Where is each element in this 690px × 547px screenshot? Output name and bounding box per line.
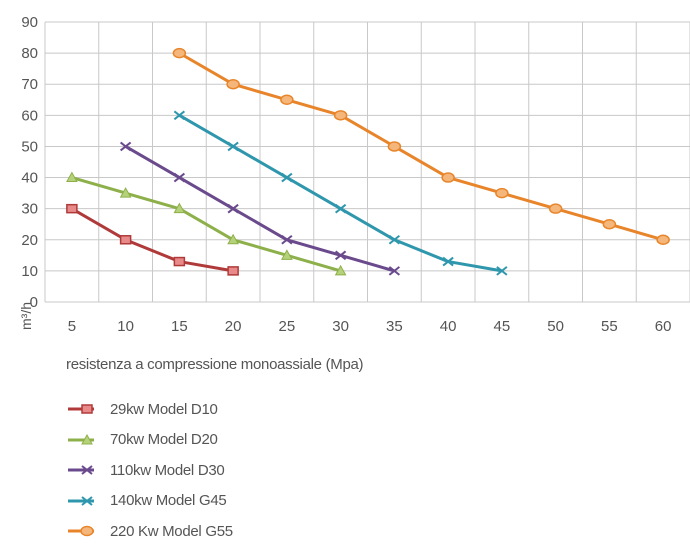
legend-swatch-2 [68,465,94,476]
point-4-6 [495,187,509,199]
point-0-3 [227,266,239,276]
x-tick-15: 15 [171,318,188,335]
point-1-0 [66,171,78,183]
point-1-3 [227,233,239,245]
y-axis-label: m³/h [18,302,34,330]
point-3-2 [281,172,293,183]
point-1-2 [173,202,186,214]
point-4-1 [226,78,240,90]
point-1-4 [281,249,293,260]
legend-swatch-0 [68,404,94,414]
x-tick-25: 25 [279,318,296,335]
series-layer [66,47,670,276]
point-3-1 [227,141,239,152]
series-line-1 [71,176,342,273]
y-tick-10: 10 [21,263,38,280]
point-4-3 [333,110,348,121]
x-tick-30: 30 [332,318,349,335]
point-2-4 [335,250,347,261]
legend-item-0: 29kw Model D10 [66,394,233,425]
legend-item-3: 140kw Model G45 [66,486,233,517]
point-3-4 [388,234,400,245]
legend-swatch-1 [68,433,94,445]
point-4-7 [548,203,563,214]
legend-label-0: 29kw Model D10 [110,400,218,418]
y-tick-60: 60 [21,107,38,124]
point-2-0 [120,141,132,152]
legend-label-2: 110kw Model D30 [110,461,225,479]
point-4-8 [602,218,617,230]
legend-item-4: 220 Kw Model G55 [66,516,233,547]
series-4 [172,47,670,246]
legend-swatch-4 [68,526,94,537]
x-tick-5: 5 [68,318,76,335]
series-2 [120,141,400,276]
point-4-2 [280,94,294,106]
y-tick-80: 80 [21,45,38,62]
legend-item-2: 110kw Model D30 [66,455,233,486]
y-tick-labels: 0 10 20 30 40 50 60 70 80 90 [21,14,38,311]
y-tick-30: 30 [21,201,38,218]
legend-label-4: 220 Kw Model G55 [110,522,233,540]
series-1 [66,171,347,276]
series-line-0 [71,207,234,273]
x-tick-55: 55 [601,318,618,335]
point-0-2 [173,256,186,267]
x-tick-50: 50 [547,318,564,335]
series-3 [173,110,508,276]
y-tick-20: 20 [21,232,38,249]
y-tick-0: 0 [30,294,38,311]
point-2-3 [281,234,293,245]
x-tick-35: 35 [386,318,403,335]
point-4-9 [656,234,670,246]
point-3-6 [496,266,508,276]
x-tick-45: 45 [494,318,511,335]
point-2-2 [227,203,239,214]
point-3-0 [173,110,185,121]
point-3-3 [335,203,347,214]
series-line-3 [178,114,503,273]
x-tick-60: 60 [655,318,672,335]
y-tick-40: 40 [21,170,38,187]
series-0 [66,203,239,276]
point-1-1 [119,187,132,198]
point-1-5 [334,264,347,276]
x-axis-label: resistenza a compressione monoassiale (M… [66,356,364,373]
point-2-5 [388,266,400,276]
legend-label-3: 140kw Model G45 [110,492,227,510]
y-tick-70: 70 [21,76,38,93]
point-4-5 [441,172,455,183]
series-line-4 [178,51,664,242]
y-tick-50: 50 [21,138,38,155]
point-4-4 [387,141,402,152]
legend-swatch-3 [68,495,94,506]
y-tick-90: 90 [21,14,38,31]
series-line-2 [124,145,395,273]
point-3-5 [442,256,454,267]
x-tick-40: 40 [440,318,457,335]
x-tick-labels: 5 10 15 20 25 30 35 40 45 50 55 60 [68,318,672,335]
grid-lines [44,21,690,303]
legend-item-1: 70kw Model D20 [66,425,233,456]
point-0-1 [119,235,132,245]
x-tick-10: 10 [117,318,134,335]
legend-label-1: 70kw Model D20 [110,431,218,449]
point-4-0 [172,47,187,59]
point-2-1 [173,172,185,183]
point-0-0 [66,203,78,214]
x-tick-20: 20 [225,318,242,335]
legend: 29kw Model D10 70kw Model D20 110kw Model … [66,394,233,547]
